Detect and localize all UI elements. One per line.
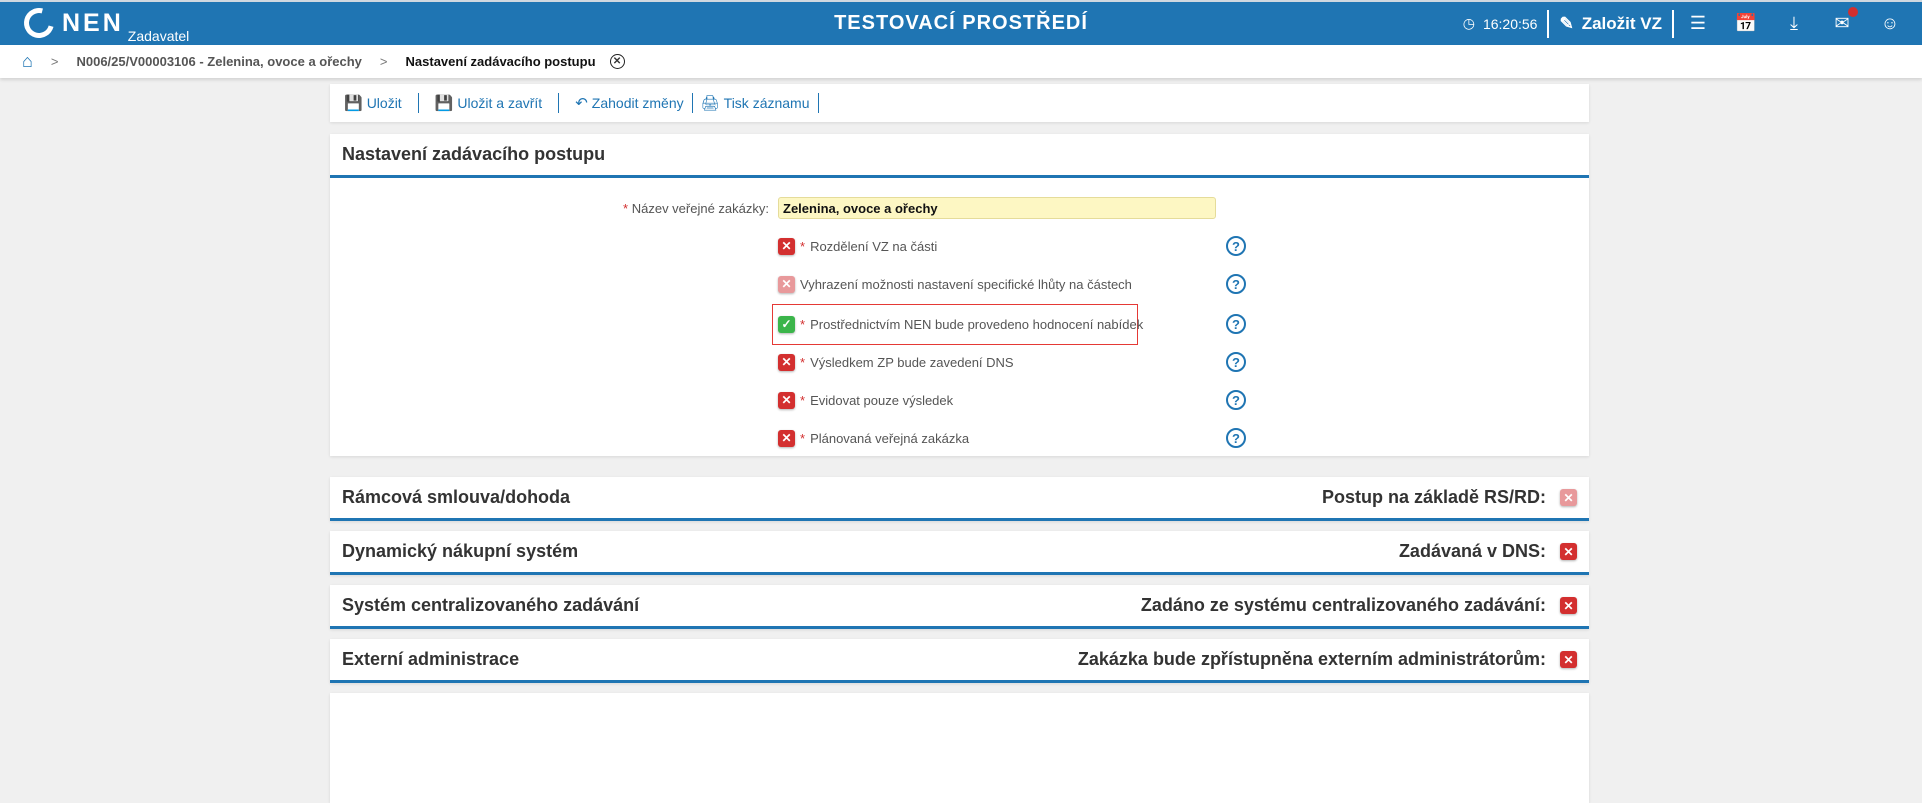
divider	[817, 93, 819, 113]
discard-label: Zahodit změny	[591, 95, 684, 111]
create-vz-button[interactable]: ✎ Založit VZ	[1549, 14, 1672, 34]
empty-card	[330, 693, 1589, 803]
contract-name-input[interactable]	[778, 197, 1216, 219]
option-specific-deadline: ✕ Vyhrazení možnosti nastavení specifické…	[778, 274, 1132, 294]
x-checkbox-icon: ✕	[1560, 543, 1577, 560]
help-icon[interactable]: ?	[1226, 390, 1246, 410]
x-checkbox-disabled-icon: ✕	[1560, 489, 1577, 506]
x-checkbox-disabled-icon: ✕	[778, 275, 795, 293]
mail-icon[interactable]: ✉	[1818, 7, 1866, 34]
x-checkbox-icon[interactable]: ✕	[778, 391, 795, 409]
section-flag-label: Postup na základě RS/RD:	[1321, 487, 1546, 507]
save-close-label: Uložit a zavřít	[457, 95, 543, 111]
notification-badge	[1848, 7, 1858, 17]
help-icon[interactable]: ?	[1226, 274, 1246, 294]
option-label: Vyhrazení možnosti nastavení specifické …	[800, 276, 1132, 292]
environment-title: TESTOVACÍ PROSTŘEDÍ	[834, 12, 1088, 34]
section-external-admin[interactable]: Externí administrace Zakázka bude zpřístu…	[330, 639, 1589, 683]
x-checkbox-icon: ✕	[1560, 651, 1577, 668]
option-nen-evaluation[interactable]: ✓ * Prostřednictvím NEN bude provedeno hod…	[778, 314, 1143, 334]
option-split-parts[interactable]: ✕ * Rozdělení VZ na části	[778, 236, 937, 256]
x-checkbox-icon[interactable]: ✕	[778, 353, 795, 371]
help-icon[interactable]: ?	[1226, 314, 1246, 334]
user-icon[interactable]: ☺	[1880, 13, 1900, 33]
divider	[1672, 9, 1674, 38]
save-label: Uložit	[366, 95, 402, 111]
section-flag-label: Zakázka bude zpřístupněna externím admin…	[1077, 649, 1546, 669]
undo-icon: ↶	[575, 95, 588, 112]
section-title: Nastavení zadávacího postupu	[342, 144, 606, 164]
print-button[interactable]: 🖨 Tisk záznamu	[695, 94, 816, 112]
nen-logo[interactable]: NEN Zadavatel	[18, 2, 189, 44]
option-label: Plánovaná veřejná zakázka	[810, 430, 970, 446]
floppy-icon: 💾	[344, 95, 363, 112]
create-vz-label: Založit VZ	[1581, 13, 1662, 33]
help-icon[interactable]: ?	[1226, 428, 1246, 448]
option-dns[interactable]: ✕ * Výsledkem ZP bude zavedení DNS	[778, 352, 1014, 372]
section-title: Dynamický nákupní systém	[342, 541, 579, 561]
download-icon[interactable]: ⤓	[1790, 13, 1798, 33]
section-centralized[interactable]: Systém centralizovaného zadávání Zadáno z…	[330, 585, 1589, 629]
option-label: Výsledkem ZP bude zavedení DNS	[810, 354, 1014, 370]
calendar-icon[interactable]: 📅	[1734, 13, 1758, 33]
divider	[417, 93, 419, 113]
divider	[1547, 9, 1550, 38]
menu-icon[interactable]: ☰	[1689, 13, 1707, 33]
divider	[558, 93, 560, 113]
x-checkbox-icon[interactable]: ✕	[778, 429, 795, 447]
save-button[interactable]: 💾 Uložit	[338, 94, 408, 112]
section-flag-label: Zadávaná v DNS:	[1398, 541, 1546, 561]
logo-subtitle: Zadavatel	[127, 28, 190, 44]
section-header: Nastavení zadávacího postupu	[330, 134, 1589, 178]
option-label: Evidovat pouze výsledek	[810, 392, 954, 408]
help-icon[interactable]: ?	[1226, 236, 1246, 256]
section-title: Systém centralizovaného zadávání	[342, 595, 640, 615]
breadcrumb-item[interactable]: N006/25/V00003106 - Zelenina, ovoce a oř…	[76, 54, 362, 69]
floppy-icon: 💾	[434, 95, 454, 112]
option-result-only[interactable]: ✕ * Evidovat pouze výsledek	[778, 390, 953, 410]
printer-icon: 🖨	[700, 95, 720, 112]
clock: ◷ 16:20:56	[1453, 15, 1548, 32]
chevron-right-icon: >	[50, 54, 59, 69]
highlight-box	[772, 304, 1138, 345]
chevron-right-icon: >	[379, 54, 388, 69]
option-label: Rozdělení VZ na části	[810, 238, 938, 254]
logo-text: NEN	[62, 9, 124, 37]
x-checkbox-icon[interactable]: ✕	[778, 237, 795, 255]
print-label: Tisk záznamu	[723, 95, 810, 111]
divider	[691, 93, 693, 113]
edit-icon: ✎	[1559, 13, 1574, 33]
breadcrumb-current: Nastavení zadávacího postupu	[405, 54, 596, 69]
top-bar: NEN Zadavatel TESTOVACÍ PROSTŘEDÍ ◷ 16:20…	[0, 0, 1922, 45]
breadcrumb: ⌂ > N006/25/V00003106 - Zelenina, ovoce …	[0, 45, 1922, 78]
option-label: Prostřednictvím NEN bude provedeno hodno…	[810, 316, 1144, 332]
discard-button[interactable]: ↶ Zahodit změny	[569, 94, 689, 112]
section-flag-label: Zadáno ze systému centralizovaného zadáv…	[1140, 595, 1546, 615]
clock-icon: ◷	[1462, 15, 1475, 31]
name-label: * Název veřejné zakázky:	[623, 201, 769, 216]
section-framework[interactable]: Rámcová smlouva/dohoda Postup na základě …	[330, 477, 1589, 521]
time: 16:20:56	[1482, 15, 1538, 32]
save-close-button[interactable]: 💾 Uložit a zavřít	[429, 94, 549, 112]
toolbar: 💾 Uložit 💾 Uložit a zavřít ↶ Zahodit změny …	[330, 84, 1589, 122]
section-title: Rámcová smlouva/dohoda	[342, 487, 571, 507]
option-planned[interactable]: ✕ * Plánovaná veřejná zakázka	[778, 428, 969, 448]
help-icon[interactable]: ?	[1226, 352, 1246, 372]
close-icon[interactable]: ✕	[609, 54, 625, 69]
home-icon[interactable]: ⌂	[22, 51, 33, 71]
section-title: Externí administrace	[342, 649, 520, 669]
section-dns[interactable]: Dynamický nákupní systém Zadávaná v DNS: ✕	[330, 531, 1589, 575]
check-checkbox-icon[interactable]: ✓	[778, 315, 795, 333]
settings-card: Nastavení zadávacího postupu	[330, 134, 1589, 456]
x-checkbox-icon: ✕	[1560, 597, 1577, 614]
